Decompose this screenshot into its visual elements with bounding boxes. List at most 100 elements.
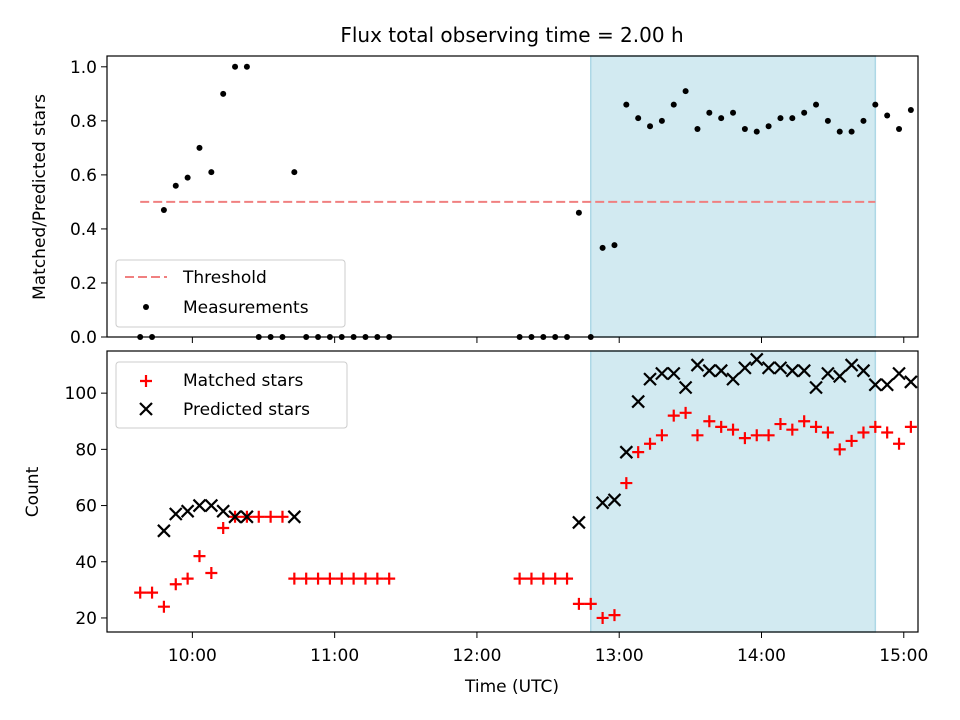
matched-star-point (134, 586, 147, 599)
matched-star-point (691, 429, 704, 442)
matched-star-point (359, 572, 372, 585)
matched-star-point (205, 566, 218, 579)
predicted-star-point (643, 372, 657, 386)
legend-predicted-label: Predicted stars (183, 400, 310, 420)
measurement-point (623, 101, 630, 108)
measurement-point (848, 128, 855, 135)
matched-star-point (537, 572, 550, 585)
predicted-star-point (228, 510, 242, 524)
matched-star-point (561, 572, 574, 585)
x-tick-label: 12:00 (452, 646, 501, 666)
chart-title: Flux total observing time = 2.00 h (340, 23, 683, 47)
predicted-star-point (809, 380, 823, 395)
predicted-star-point (287, 510, 302, 524)
bottom-y-axis-label: Count (23, 466, 43, 517)
measurement-point (741, 125, 748, 132)
measurement-point (813, 101, 820, 108)
measurement-point (658, 117, 665, 124)
matched-star-point (904, 420, 917, 433)
matched-star-point (525, 572, 538, 585)
y-tick-label: 40 (75, 553, 97, 573)
predicted-star-point (749, 352, 764, 367)
x-tick-label: 15:00 (879, 646, 928, 666)
x-axis-label: Time (UTC) (464, 677, 559, 697)
y-tick-label: 100 (65, 384, 97, 404)
y-tick-label: 0.0 (70, 328, 97, 348)
matched-star-point (300, 572, 313, 585)
predicted-star-point (821, 366, 835, 381)
matched-star-point (655, 429, 668, 442)
matched-star-point (288, 572, 301, 585)
predicted-star-point (216, 504, 230, 518)
matched-star-point (620, 477, 633, 490)
top-legend: Threshold Measurements (115, 259, 346, 328)
y-tick-label: 0.8 (70, 112, 97, 132)
predicted-star-point (880, 377, 894, 392)
matched-star-point (667, 409, 680, 422)
measurement-point (872, 101, 879, 108)
plot-frame (106, 350, 919, 633)
predicted-star-point (572, 515, 586, 530)
measurement-point (789, 115, 796, 122)
count-subplot: 20 40 60 80 100 10:00 11:00 12:00 13:00 14:00 15:0… (65, 350, 928, 666)
predicted-star-point (904, 375, 918, 389)
matched-star-point (596, 611, 609, 624)
matched-star-point (821, 426, 834, 439)
matched-star-point (715, 420, 728, 433)
matched-star-point (572, 597, 585, 610)
matched-star-point (774, 418, 787, 431)
measurement-point (635, 115, 642, 122)
predicted-star-point (168, 507, 183, 521)
legend-predicted-swatch (139, 402, 153, 416)
legend-matched-swatch (140, 375, 152, 387)
matched-star-point (679, 406, 692, 419)
predicted-star-point (726, 372, 740, 386)
predicted-star-point (240, 510, 254, 524)
legend-box (115, 259, 346, 328)
predicted-star-point (666, 366, 681, 381)
predicted-star-point (702, 363, 717, 378)
measurement-point (172, 182, 179, 189)
measurement-point (718, 115, 725, 122)
predicted-star-point (738, 361, 752, 375)
measurement-point (682, 88, 689, 95)
predicted-star-point (892, 366, 906, 381)
measurement-point (896, 125, 903, 132)
legend-box (115, 361, 348, 429)
matched-star-point (312, 572, 325, 585)
x-tick-label: 13:00 (595, 646, 644, 666)
matched-star-point (383, 572, 396, 585)
matched-star-point (750, 429, 763, 442)
matched-star-point (810, 420, 823, 433)
matched-star-point (513, 572, 526, 585)
matched-star-point (738, 432, 751, 445)
measurement-point (196, 144, 203, 151)
measurement-point (647, 123, 654, 130)
matched-star-point (347, 572, 360, 585)
matched-star-point (146, 586, 159, 599)
matched-star-point (276, 510, 289, 523)
measurement-point (836, 128, 843, 135)
measurement-point (860, 117, 867, 124)
plot-frame (106, 55, 919, 338)
matched-star-point (762, 429, 775, 442)
matched-star-point (549, 572, 562, 585)
matched-star-point (371, 572, 384, 585)
matched-star-point (584, 597, 597, 610)
y-tick-label: 60 (75, 497, 97, 517)
y-tick-label: 0.6 (70, 166, 97, 186)
predicted-star-point (157, 524, 171, 538)
matched-star-point (857, 426, 870, 439)
matched-star-point (644, 437, 657, 450)
predicted-star-point (631, 394, 645, 409)
measurement-point (730, 109, 737, 116)
measurement-point (765, 123, 772, 130)
matched-star-point (833, 443, 846, 456)
predicted-star-point (773, 361, 788, 375)
matched-star-point (181, 572, 194, 585)
matched-star-point (881, 426, 894, 439)
matched-star-point (252, 510, 265, 523)
predicted-star-point (678, 380, 693, 395)
predicted-star-point (785, 363, 800, 378)
